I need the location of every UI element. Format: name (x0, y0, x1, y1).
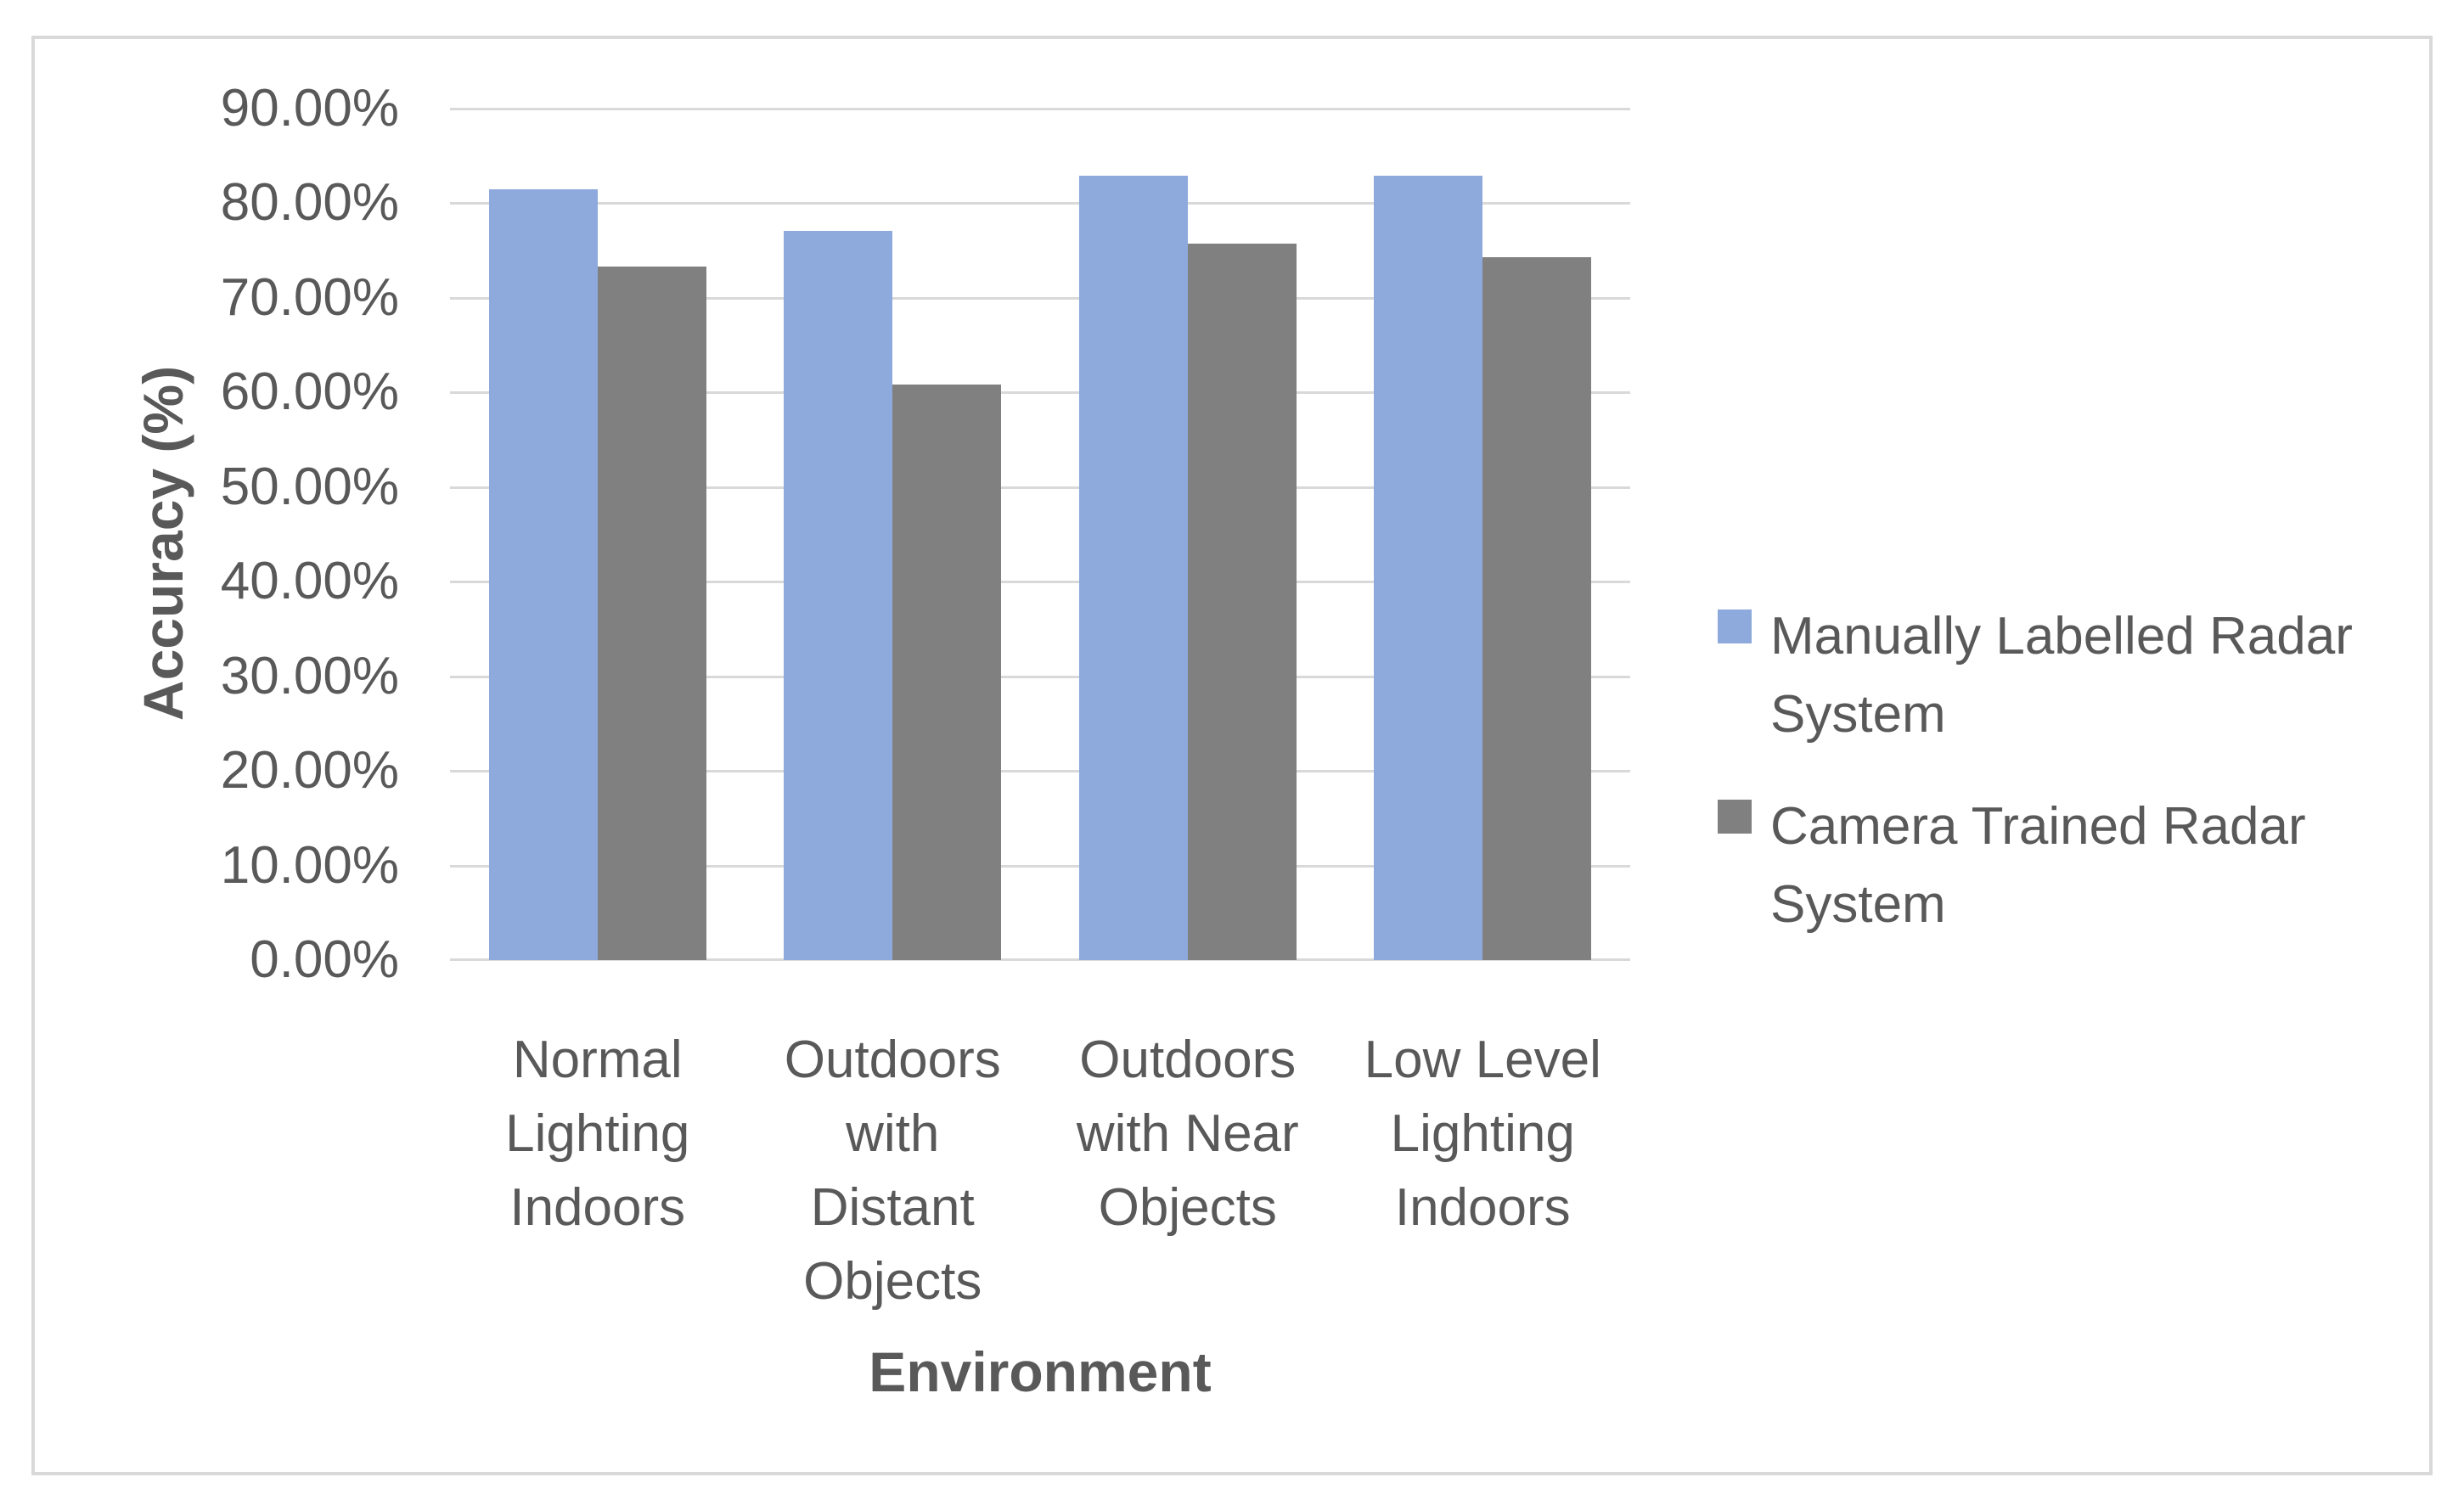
y-tick-label-20: 20.00% (220, 741, 399, 800)
gridline-50 (450, 486, 1630, 489)
y-tick-label-80: 80.00% (220, 173, 399, 233)
gridline-30 (450, 675, 1630, 678)
legend-item-2: Camera Trained Radar System (1718, 788, 2414, 944)
x-axis-line (450, 958, 1630, 961)
category-label-2: Outdoors with Distant Objects (784, 1031, 1001, 1311)
bar-series1-cat4 (1374, 176, 1483, 960)
y-tick-label-30: 30.00% (220, 646, 399, 705)
y-tick-label-70: 70.00% (220, 267, 399, 327)
gridline-90 (450, 108, 1630, 110)
x-axis-title: Environment (869, 1340, 1212, 1403)
legend: Manually Labelled Radar System Camera Tra… (1718, 598, 2414, 944)
gridline-40 (450, 581, 1630, 584)
plot-area (450, 108, 1630, 961)
legend-label: Manually Labelled Radar System (1770, 607, 2353, 744)
legend-label: Camera Trained Radar System (1770, 797, 2306, 934)
y-tick-label-0: 0.00% (250, 930, 399, 989)
gridline-20 (450, 770, 1630, 773)
bar-series2-cat3 (1187, 244, 1297, 960)
bar-series2-cat1 (597, 267, 706, 960)
category-label-4: Low Level Lighting Indoors (1364, 1031, 1601, 1237)
gridline-80 (450, 202, 1630, 205)
legend-marker-icon (1718, 800, 1752, 834)
y-tick-label-90: 90.00% (220, 79, 399, 138)
category-label-3: Outdoors with Near Objects (1076, 1031, 1299, 1237)
y-tick-label-10: 10.00% (220, 835, 399, 895)
bar-series2-cat4 (1482, 256, 1592, 960)
bar-series2-cat2 (892, 385, 1002, 960)
bar-series1-cat3 (1078, 176, 1188, 960)
y-tick-label-60: 60.00% (220, 362, 399, 422)
y-axis-title: Accuracy (%) (132, 365, 194, 722)
gridline-60 (450, 391, 1630, 395)
bar-series1-cat1 (488, 188, 598, 960)
gridline-10 (450, 864, 1630, 868)
category-label-1: Normal Lighting Indoors (505, 1031, 690, 1237)
legend-marker-icon (1718, 609, 1752, 643)
y-tick-label-40: 40.00% (220, 552, 399, 611)
y-tick-label-50: 50.00% (220, 457, 399, 516)
gridline-70 (450, 296, 1630, 300)
bar-series1-cat2 (784, 230, 893, 960)
legend-item-1: Manually Labelled Radar System (1718, 598, 2414, 754)
